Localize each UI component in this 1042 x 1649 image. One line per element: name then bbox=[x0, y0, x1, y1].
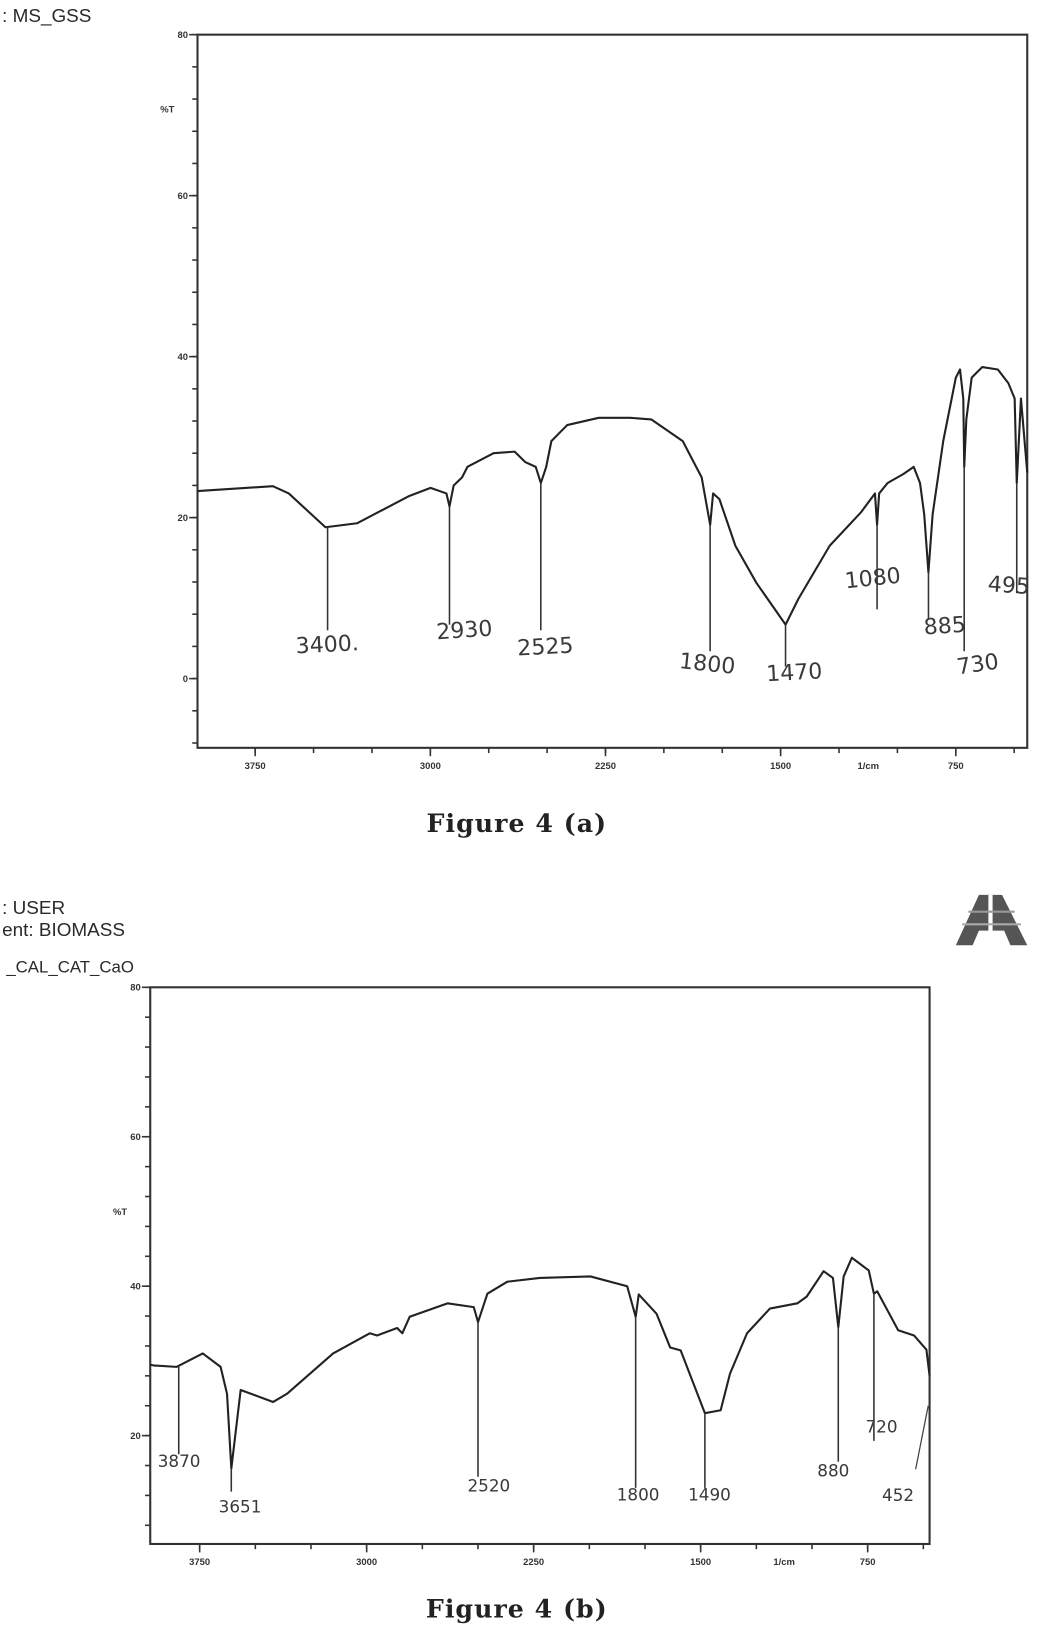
peak-label: 720 bbox=[866, 1416, 898, 1436]
peak-label: 452 bbox=[882, 1485, 914, 1505]
peak-label: 885 bbox=[923, 613, 967, 641]
x-tick-label: 750 bbox=[860, 1557, 876, 1568]
y-tick-label: 40 bbox=[178, 352, 189, 363]
peak-label: 2520 bbox=[468, 1475, 511, 1495]
figure-a-caption: Figure 4 (a) bbox=[427, 808, 608, 838]
y-tick-label: 20 bbox=[178, 513, 189, 524]
x-tick-label: 1500 bbox=[770, 761, 791, 772]
plot-frame bbox=[149, 986, 931, 1546]
ftir-chart-b: 80 60 40 20 %T 3750 3000 2250 1500 750 1/cm 3870 365… bbox=[113, 982, 931, 1568]
figure-a-sample-label: : MS_GSS bbox=[2, 6, 91, 27]
peak-label: 1080 bbox=[844, 564, 902, 595]
y-axis-label: %T bbox=[113, 1207, 127, 1218]
x-axis-label: 1/cm bbox=[857, 761, 879, 772]
peak-label: 3870 bbox=[158, 1451, 201, 1471]
instrument-logo bbox=[955, 894, 1028, 946]
x-tick-label: 3000 bbox=[356, 1557, 377, 1568]
y-tick-label: 60 bbox=[178, 191, 189, 202]
ftir-chart-a: 80 60 40 20 0 %T 3750 3000 2250 1500 750 1/cm 3400. 2… bbox=[160, 30, 1030, 772]
peak-label: 1490 bbox=[688, 1485, 731, 1505]
peak-label: 1800 bbox=[678, 649, 736, 680]
y-tick-label: 80 bbox=[178, 30, 189, 41]
peak-label: 495 bbox=[987, 572, 1031, 600]
y-tick-label: 0 bbox=[183, 674, 188, 685]
y-tick-label: 20 bbox=[130, 1431, 141, 1442]
x-axis-label: 1/cm bbox=[773, 1557, 795, 1568]
x-tick-label: 750 bbox=[948, 761, 964, 772]
x-tick-label: 3000 bbox=[420, 761, 441, 772]
spectrum-line bbox=[149, 1256, 931, 1470]
spectrum-line bbox=[197, 366, 1029, 626]
figure-b-sample-label: _CAL_CAT_CaO bbox=[5, 958, 134, 977]
x-tick-label: 1500 bbox=[690, 1557, 711, 1568]
x-tick-label: 3750 bbox=[189, 1557, 210, 1568]
peak-label: 2525 bbox=[517, 634, 574, 662]
x-tick-label: 2250 bbox=[523, 1557, 544, 1568]
x-tick-label: 2250 bbox=[595, 761, 616, 772]
peak-label: 880 bbox=[817, 1460, 849, 1480]
y-axis-label: %T bbox=[160, 104, 174, 115]
peak-label: 3400. bbox=[295, 631, 359, 659]
peak-label: 2930 bbox=[436, 617, 494, 646]
figure-b-department-label: ent: BIOMASS bbox=[2, 920, 125, 941]
figure-b-user-label: : USER bbox=[2, 898, 65, 919]
y-tick-label: 80 bbox=[130, 982, 141, 993]
plot-frame bbox=[196, 33, 1029, 749]
figure-b-caption: Figure 4 (b) bbox=[426, 1593, 608, 1623]
peak-label: 3651 bbox=[219, 1497, 262, 1517]
y-tick-label: 60 bbox=[130, 1132, 141, 1143]
x-tick-label: 3750 bbox=[245, 761, 266, 772]
peak-label: 1470 bbox=[766, 659, 823, 687]
peak-marker-line bbox=[915, 1405, 929, 1470]
peak-label: 1800 bbox=[617, 1485, 660, 1505]
y-tick-label: 40 bbox=[130, 1281, 141, 1292]
peak-label: 730 bbox=[955, 650, 1000, 681]
